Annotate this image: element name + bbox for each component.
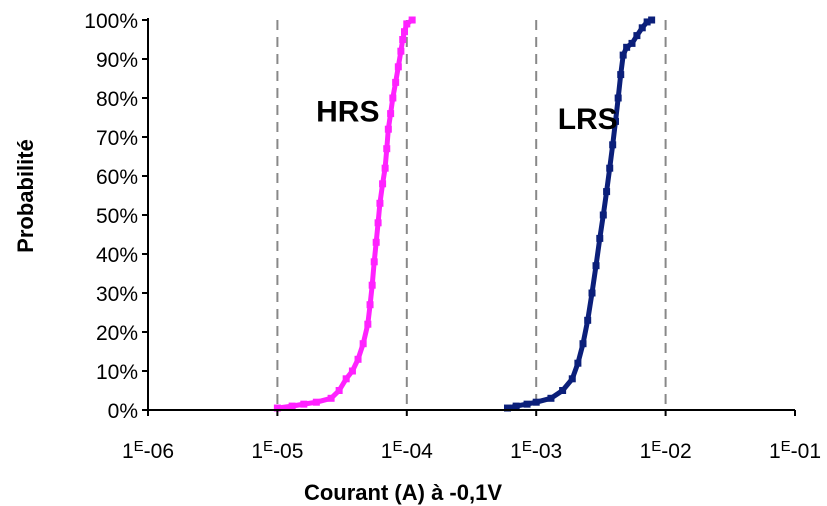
data-point [584, 316, 592, 324]
y-tick-label: 30% [96, 283, 138, 306]
data-point [364, 320, 372, 328]
data-point [348, 367, 356, 375]
data-point [273, 404, 281, 412]
data-point [547, 394, 555, 402]
data-point [648, 16, 656, 24]
data-point [628, 39, 636, 47]
data-series [273, 16, 656, 412]
data-point [512, 402, 520, 410]
data-point [603, 188, 611, 196]
data-point [592, 262, 600, 270]
y-tick-label: 20% [96, 322, 138, 345]
data-point [387, 110, 395, 118]
data-point [399, 36, 407, 43]
data-point [370, 258, 378, 266]
y-tick-label: 60% [96, 166, 138, 189]
data-point [638, 24, 646, 32]
y-tick-label: 80% [96, 88, 138, 111]
annotation-lrs: LRS [558, 103, 618, 136]
series-1 [503, 16, 656, 412]
x-tick-label: 1E-05 [251, 438, 303, 463]
x-tick-label: 1E-06 [122, 438, 174, 463]
x-tick-label: 1E-01 [769, 438, 821, 463]
data-point [408, 16, 416, 24]
data-point [617, 71, 625, 79]
data-point [368, 281, 376, 289]
data-point [614, 94, 622, 102]
data-point [623, 43, 631, 51]
x-tick-label: 1E-03 [510, 438, 562, 463]
data-point [381, 164, 389, 172]
data-point [503, 404, 511, 412]
data-point [643, 18, 651, 26]
data-point [394, 63, 402, 71]
data-point [532, 398, 540, 406]
data-point [606, 164, 614, 172]
y-tick-label: 40% [96, 244, 138, 267]
data-point [359, 340, 367, 348]
data-point [596, 234, 604, 242]
y-tick-label: 0% [108, 400, 138, 423]
data-point [397, 47, 405, 55]
data-point [609, 141, 617, 149]
annotations: HRS LRS [316, 95, 618, 136]
data-point [372, 238, 380, 246]
y-tick-label: 70% [96, 127, 138, 150]
data-point [327, 394, 335, 402]
y-tick-label: 90% [96, 49, 138, 72]
data-point [392, 78, 400, 86]
data-point [599, 211, 607, 219]
data-point [376, 199, 384, 207]
data-point [342, 375, 350, 383]
data-point [403, 20, 411, 28]
grid-lines [276, 20, 667, 410]
x-axis-label: Courant (A) à -0,1V [304, 480, 502, 505]
y-axis-label: Probabilité [13, 139, 38, 253]
data-point [335, 387, 343, 394]
tick-labels: 0% 10% 20% 30% 40% 50% 60% 70% 80% 90% 100% 1E-06 1E… [84, 10, 821, 463]
data-point [633, 32, 641, 40]
data-point [384, 125, 392, 133]
y-tick-label: 100% [84, 10, 138, 33]
data-point [523, 400, 531, 408]
data-point [579, 340, 587, 348]
y-tick-label: 50% [96, 205, 138, 228]
data-point [588, 289, 596, 297]
data-point [559, 387, 567, 394]
data-point [288, 402, 296, 410]
series-0 [273, 16, 416, 412]
annotation-hrs: HRS [316, 95, 379, 128]
series-line [274, 17, 415, 411]
data-point [619, 51, 627, 59]
data-point [574, 359, 582, 367]
data-point [379, 180, 387, 188]
data-point [389, 94, 397, 102]
data-point [366, 301, 374, 309]
data-point [611, 117, 619, 125]
data-point [300, 400, 308, 408]
data-point [312, 398, 320, 406]
data-point [401, 28, 409, 36]
series-line [505, 17, 655, 411]
x-tick-label: 1E-04 [381, 438, 433, 463]
axes [142, 18, 796, 416]
data-point [568, 375, 576, 383]
x-tick-label: 1E-02 [640, 438, 692, 463]
data-point [354, 355, 362, 363]
data-point [374, 219, 382, 227]
data-point [383, 145, 391, 153]
y-tick-label: 10% [96, 361, 138, 384]
